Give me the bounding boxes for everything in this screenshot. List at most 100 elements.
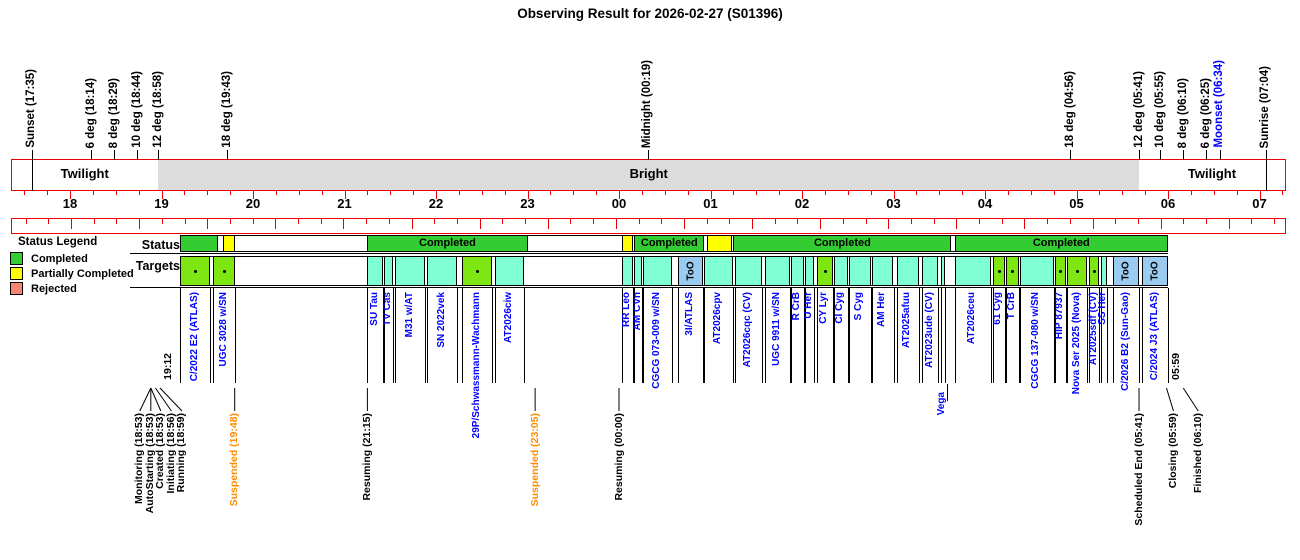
priority-marker — [997, 270, 1001, 273]
ruler2-tick — [1274, 218, 1276, 224]
minor-tick — [413, 190, 415, 195]
band-label: Twilight — [1187, 166, 1237, 181]
target-boundary-line — [641, 288, 643, 383]
target-label: AT2025afuu — [901, 292, 913, 348]
target-boundary-line — [524, 288, 526, 383]
target-boundary-line — [393, 288, 395, 383]
minor-tick — [138, 190, 140, 195]
target-boundary-line — [919, 288, 921, 383]
target-segment — [922, 256, 938, 286]
target-label: Vega — [936, 392, 948, 416]
ruler2-tick — [865, 218, 867, 224]
ruler2-tick — [207, 218, 209, 229]
ruler2-tick — [343, 218, 345, 229]
minor-tick — [481, 190, 483, 195]
target-label: M31 w/AT — [403, 292, 415, 338]
target-boundary-line — [1088, 288, 1090, 383]
timeline-event-line — [159, 387, 183, 412]
target-label: 61 Cyg — [992, 292, 1004, 325]
target-boundary-line — [814, 288, 816, 383]
target-boundary-line — [1100, 288, 1102, 383]
target-boundary-line — [1065, 288, 1067, 383]
target-boundary-line — [765, 288, 767, 383]
target-segment — [394, 256, 426, 286]
minor-tick — [1190, 190, 1192, 195]
ruler2-tick — [1069, 218, 1071, 224]
priority-marker — [194, 270, 198, 273]
minor-tick — [1122, 190, 1124, 195]
target-segment — [1055, 256, 1066, 286]
too-label: ToO — [684, 261, 696, 281]
status-segment — [707, 235, 732, 252]
target-boundary-line — [702, 288, 704, 383]
target-boundary-line — [1087, 288, 1089, 383]
night-event-line — [91, 150, 93, 160]
minor-tick — [756, 190, 758, 195]
target-label: 29P/Schwassmann-Wachmann — [470, 292, 482, 439]
target-segment — [634, 256, 642, 286]
target-segment — [179, 256, 211, 286]
target-boundary-line — [954, 288, 956, 383]
target-boundary-line — [1099, 288, 1101, 383]
timeline-event-label: Resuming (21:15) — [360, 413, 373, 501]
target-label: R CrB — [790, 292, 802, 321]
night-event-line — [647, 150, 649, 160]
hour-label: 01 — [703, 196, 718, 211]
target-boundary-line — [945, 288, 947, 383]
target-label: Nova Ser 2025 (Nova) — [1070, 292, 1082, 395]
hour-tick — [619, 190, 620, 199]
target-boundary-line — [1067, 288, 1069, 383]
ruler-edge — [1285, 218, 1286, 234]
target-boundary-line — [834, 288, 836, 383]
target-boundary-line — [1020, 288, 1022, 383]
target-label: U Her — [803, 292, 815, 319]
minor-tick — [1099, 190, 1101, 195]
ruler2-tick — [25, 218, 27, 224]
ruler2-tick — [1092, 218, 1094, 229]
target-label: HIP 87937 — [1053, 292, 1065, 340]
target-boundary-line — [832, 288, 834, 383]
legend-item-label: Completed — [31, 252, 88, 265]
target-boundary-line — [817, 288, 819, 383]
target-segment — [734, 256, 763, 286]
target-label: AT2026cpv — [712, 292, 724, 345]
timeline-event-line — [1165, 387, 1174, 412]
target-boundary-line — [937, 288, 939, 383]
target-label: AT2026ciw — [503, 292, 515, 343]
night-event-label-text: 8 deg (18:29) — [107, 77, 120, 148]
target-segment — [940, 256, 946, 286]
target-boundary-line — [870, 288, 872, 383]
hour-tick — [802, 190, 803, 199]
target-boundary-line — [940, 288, 942, 383]
target-boundary-line — [1004, 288, 1006, 383]
timeline-event-line — [1182, 387, 1199, 412]
target-label: SN 2022vek — [435, 292, 447, 348]
ruler2-tick — [979, 218, 980, 224]
hour-tick — [527, 190, 529, 199]
ruler2-tick — [820, 218, 822, 229]
band-label: Twilight — [60, 166, 109, 181]
minor-tick — [230, 190, 232, 195]
target-segment — [213, 256, 235, 286]
ruler2-tick — [1206, 218, 1207, 224]
night-event-label-text: Sunset (17:35) — [25, 69, 38, 148]
status-segment — [222, 235, 235, 252]
target-segment — [992, 256, 1005, 286]
minor-tick — [824, 190, 826, 195]
band-label: Bright — [629, 166, 668, 181]
ruler2-tick — [842, 218, 844, 224]
legend-item-label: Partially Completed — [31, 267, 134, 280]
minor-tick — [184, 190, 186, 195]
ruler2-tick — [888, 218, 890, 229]
hour-label: 03 — [886, 196, 901, 211]
too-label: ToO — [1120, 261, 1132, 281]
ruler-edge — [11, 218, 12, 234]
target-label: CI Cyg — [834, 292, 846, 324]
night-event-line — [158, 150, 160, 160]
minor-tick — [962, 190, 964, 195]
ruler2-tick — [638, 218, 640, 224]
minor-tick — [47, 190, 49, 195]
hour-tick — [1168, 190, 1169, 199]
minor-tick — [298, 190, 300, 195]
